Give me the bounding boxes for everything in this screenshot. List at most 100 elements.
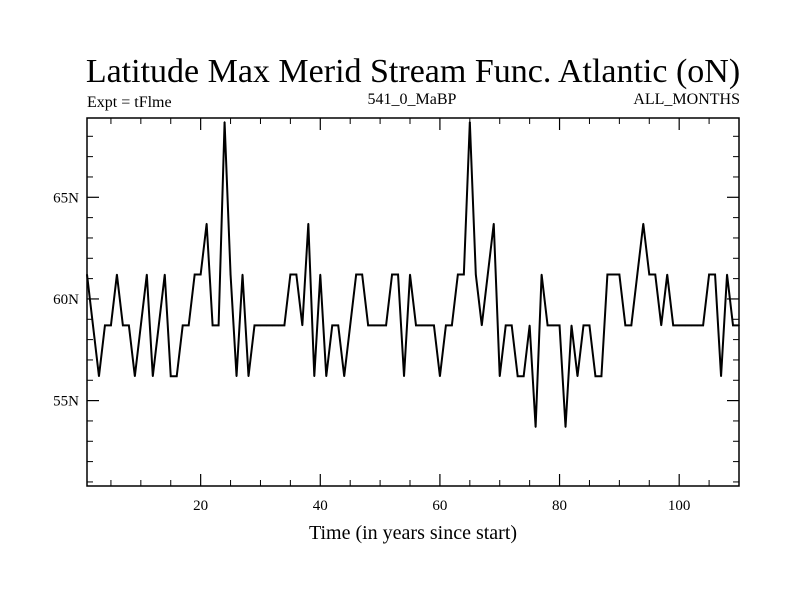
data-point [516, 375, 519, 378]
data-point [98, 375, 100, 378]
data-point [654, 273, 657, 276]
data-point [469, 121, 471, 123]
data-point [445, 324, 447, 327]
x-tick-label: 60 [432, 498, 447, 514]
data-point [570, 324, 573, 327]
data-point [702, 324, 704, 327]
data-point [457, 273, 459, 276]
data-point [349, 324, 351, 327]
y-minor-ticks [87, 135, 739, 483]
data-point [600, 375, 603, 378]
data-point [211, 324, 214, 327]
data-point [307, 222, 310, 225]
data-point [576, 375, 579, 378]
data-point [498, 375, 501, 378]
y-tick-label: 55N [53, 394, 79, 410]
data-point [582, 324, 585, 327]
data-point [146, 273, 148, 276]
data-point [624, 324, 627, 327]
subtitle-left: Expt = tFlme [87, 94, 172, 111]
data-point [403, 375, 405, 378]
data-point [433, 324, 435, 327]
data-point [666, 273, 669, 276]
data-point [463, 273, 465, 276]
data-point [594, 375, 597, 378]
series-line [86, 122, 739, 428]
data-point [104, 324, 106, 327]
x-minor-ticks [110, 118, 740, 486]
data-point [92, 324, 94, 327]
data-point [480, 324, 483, 327]
data-point [343, 375, 346, 378]
data-point [714, 273, 716, 276]
data-point [229, 273, 232, 276]
data-point [564, 426, 567, 428]
data-point [205, 222, 208, 225]
data-point [540, 273, 543, 276]
data-point [116, 273, 118, 276]
data-point [696, 324, 698, 327]
data-point [128, 324, 130, 327]
data-point [486, 273, 489, 276]
data-point [355, 273, 357, 276]
data-point [690, 324, 692, 327]
data-point [534, 426, 537, 428]
data-point [289, 273, 292, 276]
data-point [361, 273, 363, 276]
data-point [134, 375, 136, 378]
data-point [152, 375, 154, 378]
data-point [660, 324, 663, 327]
chart-title: Latitude Max Merid Stream Func. Atlantic… [86, 53, 740, 90]
y-tick-label: 65N [53, 190, 79, 206]
data-point [223, 121, 226, 123]
data-point [451, 324, 453, 327]
data-point [439, 375, 441, 378]
data-point [528, 324, 531, 327]
data-point [187, 324, 190, 327]
data-point [732, 324, 734, 327]
data-point [510, 324, 513, 327]
data-point [415, 324, 417, 327]
data-point [636, 273, 639, 276]
data-point [630, 324, 633, 327]
data-point [373, 324, 375, 327]
x-axis-ticks: 20 40 60 80 100 [193, 118, 690, 514]
data-point [612, 273, 615, 276]
plot-frame [86, 117, 740, 487]
data-point [546, 324, 549, 327]
data-point [397, 273, 399, 276]
data-point [193, 273, 196, 276]
data-point [492, 222, 495, 225]
x-tick-label: 40 [313, 498, 328, 514]
data-point [247, 375, 250, 378]
data-point [140, 324, 142, 327]
data-point [301, 324, 304, 327]
data-point [265, 324, 268, 327]
data-point [175, 375, 178, 378]
data-point [684, 324, 686, 327]
data-point [379, 324, 381, 327]
data-point [86, 273, 88, 276]
data-point [642, 222, 645, 225]
data-point [552, 324, 555, 327]
data-point [181, 324, 184, 327]
data-point [738, 324, 740, 327]
data-point [427, 324, 429, 327]
data-point [606, 273, 609, 276]
data-point [259, 324, 262, 327]
x-tick-label: 20 [193, 498, 208, 514]
data-point [253, 324, 256, 327]
x-tick-label: 80 [552, 498, 567, 514]
subtitle-right: ALL_MONTHS [633, 91, 740, 108]
data-point [217, 324, 220, 327]
data-point [385, 324, 387, 327]
subtitle-center: 541_0_MaBP [368, 91, 457, 108]
data-point [337, 324, 340, 327]
data-point [235, 375, 238, 378]
data-point [475, 273, 477, 276]
data-point [169, 375, 172, 378]
data-point [558, 324, 561, 327]
data-point [277, 324, 280, 327]
